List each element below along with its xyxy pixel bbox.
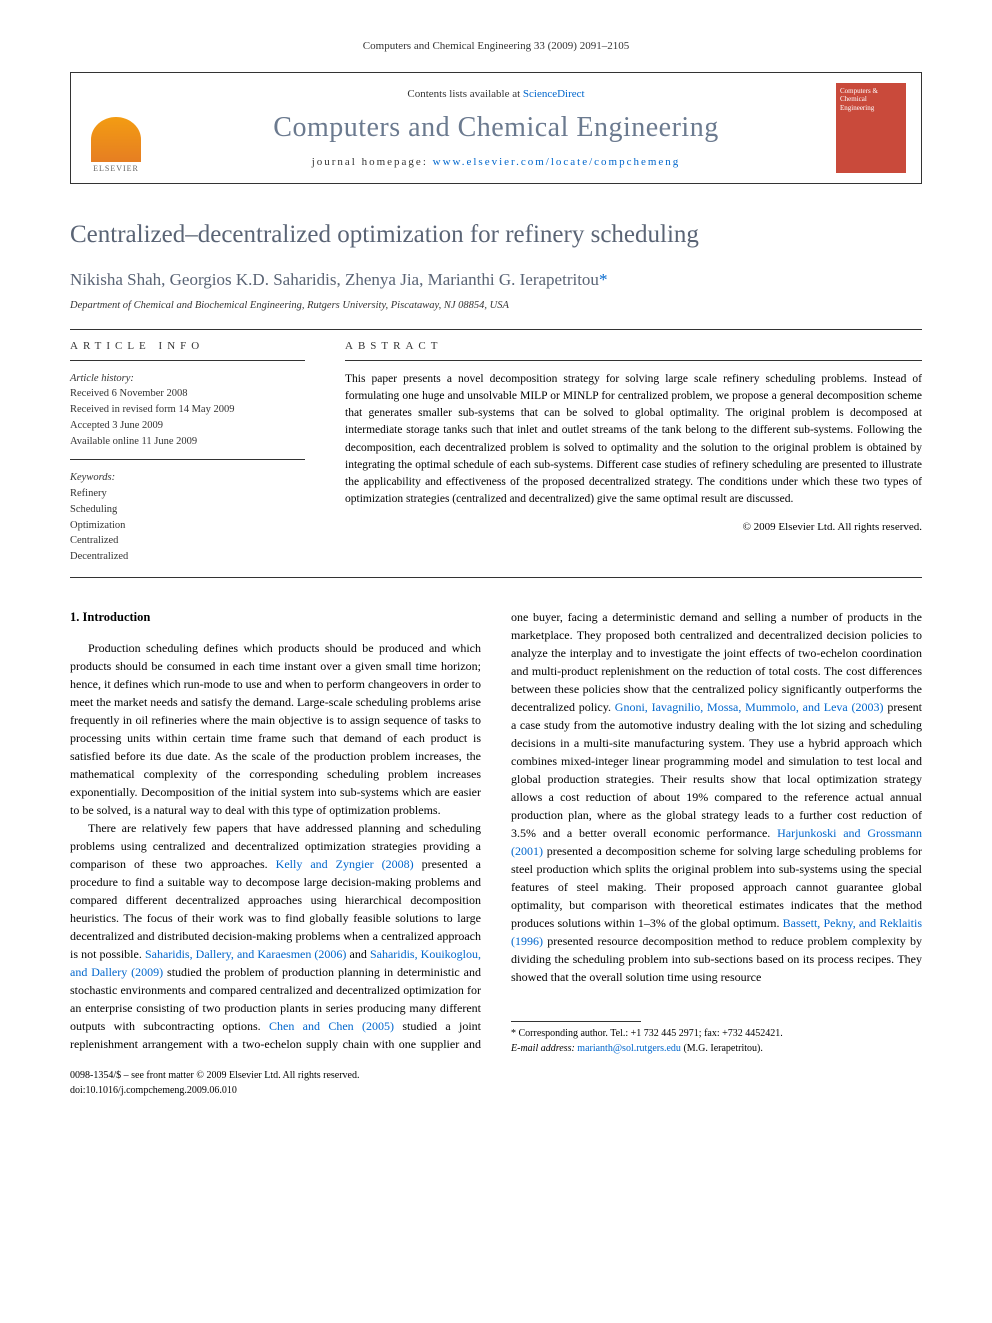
divider-bottom bbox=[70, 577, 922, 578]
doi-block: 0098-1354/$ – see front matter © 2009 El… bbox=[70, 1068, 922, 1098]
info-divider-1 bbox=[70, 360, 305, 361]
article-title: Centralized–decentralized optimization f… bbox=[70, 219, 922, 252]
keyword-item: Refinery bbox=[70, 486, 305, 502]
abstract-label: abstract bbox=[345, 330, 922, 360]
body-text-run: presented resource decomposition method … bbox=[511, 934, 922, 984]
body-text: 1. Introduction Production scheduling de… bbox=[70, 608, 922, 1056]
cover-thumb-title: Computers & Chemical Engineering bbox=[840, 87, 902, 112]
citation-link[interactable]: Saharidis, Dallery, and Karaesmen (2006) bbox=[145, 947, 347, 961]
citation-link[interactable]: Gnoni, Iavagnilio, Mossa, Mummolo, and L… bbox=[615, 700, 884, 714]
article-info-label: article info bbox=[70, 330, 305, 360]
doi-line: doi:10.1016/j.compchemeng.2009.06.010 bbox=[70, 1083, 922, 1098]
corresponding-asterisk: * bbox=[599, 270, 608, 289]
corresponding-email-link[interactable]: marianth@sol.rutgers.edu bbox=[577, 1043, 681, 1054]
keyword-item: Scheduling bbox=[70, 502, 305, 518]
authors-line: Nikisha Shah, Georgios K.D. Saharidis, Z… bbox=[70, 270, 922, 290]
article-info-column: article info Article history: Received 6… bbox=[70, 330, 305, 565]
homepage-line: journal homepage: www.elsevier.com/locat… bbox=[91, 156, 901, 168]
body-paragraph: Production scheduling defines which prod… bbox=[70, 639, 481, 819]
journal-title: Computers and Chemical Engineering bbox=[91, 112, 901, 144]
journal-cover-thumbnail: Computers & Chemical Engineering bbox=[836, 83, 906, 173]
homepage-link[interactable]: www.elsevier.com/locate/compchemeng bbox=[433, 156, 681, 168]
running-head: Computers and Chemical Engineering 33 (2… bbox=[70, 40, 922, 52]
affiliation: Department of Chemical and Biochemical E… bbox=[70, 300, 922, 311]
section-heading: 1. Introduction bbox=[70, 608, 481, 627]
citation-link[interactable]: Kelly and Zyngier (2008) bbox=[276, 857, 414, 871]
history-received: Received 6 November 2008 bbox=[70, 386, 305, 402]
citation-link[interactable]: Chen and Chen (2005) bbox=[269, 1019, 394, 1033]
authors-names: Nikisha Shah, Georgios K.D. Saharidis, Z… bbox=[70, 270, 599, 289]
contents-prefix: Contents lists available at bbox=[407, 88, 522, 100]
abstract-copyright: © 2009 Elsevier Ltd. All rights reserved… bbox=[345, 521, 922, 533]
keyword-item: Optimization bbox=[70, 518, 305, 534]
abstract-text: This paper presents a novel decompositio… bbox=[345, 361, 922, 509]
history-online: Available online 11 June 2009 bbox=[70, 434, 305, 450]
keyword-item: Centralized bbox=[70, 533, 305, 549]
body-text-run: and bbox=[346, 947, 370, 961]
info-abstract-row: article info Article history: Received 6… bbox=[70, 330, 922, 565]
history-accepted: Accepted 3 June 2009 bbox=[70, 418, 305, 434]
elsevier-tree-icon bbox=[91, 117, 141, 162]
abstract-column: abstract This paper presents a novel dec… bbox=[345, 330, 922, 565]
body-text-run: present a case study from the automotive… bbox=[511, 700, 922, 840]
homepage-prefix: journal homepage: bbox=[312, 156, 433, 168]
email-suffix: (M.G. Ierapetritou). bbox=[681, 1043, 763, 1054]
contents-available-line: Contents lists available at ScienceDirec… bbox=[91, 88, 901, 100]
keywords-heading: Keywords: bbox=[70, 470, 305, 486]
footnote-divider bbox=[511, 1021, 641, 1022]
email-line: E-mail address: marianth@sol.rutgers.edu… bbox=[511, 1041, 922, 1056]
history-revised: Received in revised form 14 May 2009 bbox=[70, 402, 305, 418]
info-divider-2 bbox=[70, 459, 305, 460]
issn-line: 0098-1354/$ – see front matter © 2009 El… bbox=[70, 1068, 922, 1083]
publisher-logo-text: ELSEVIER bbox=[93, 164, 139, 173]
corresponding-author-line: * Corresponding author. Tel.: +1 732 445… bbox=[511, 1026, 922, 1041]
corresponding-footnote: * Corresponding author. Tel.: +1 732 445… bbox=[511, 1016, 922, 1056]
email-label: E-mail address: bbox=[511, 1043, 577, 1054]
body-text-run: presented a procedure to find a suitable… bbox=[70, 857, 481, 961]
publisher-logo: ELSEVIER bbox=[86, 108, 146, 173]
history-heading: Article history: bbox=[70, 371, 305, 387]
masthead-box: ELSEVIER Computers & Chemical Engineerin… bbox=[70, 72, 922, 184]
keyword-item: Decentralized bbox=[70, 549, 305, 565]
sciencedirect-link[interactable]: ScienceDirect bbox=[523, 88, 585, 100]
